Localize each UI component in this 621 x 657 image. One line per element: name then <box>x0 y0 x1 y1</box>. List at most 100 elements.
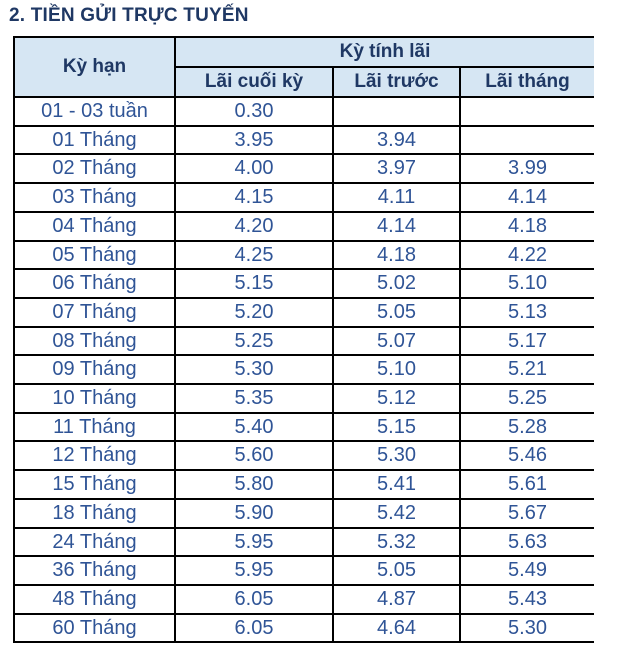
prepaid-rate-cell: 5.02 <box>332 268 461 299</box>
page-title: 2. TIỀN GỬI TRỰC TUYẾN <box>9 5 249 26</box>
monthly-rate-cell: 5.61 <box>458 469 595 500</box>
end-of-term-rate-cell: 5.90 <box>174 497 334 529</box>
monthly-rate-cell <box>458 124 595 156</box>
table-row: 12 Tháng 5.60 5.30 5.46 <box>13 440 595 472</box>
monthly-rate-cell: 5.28 <box>458 411 595 443</box>
prepaid-rate-cell: 5.15 <box>332 411 461 443</box>
term-cell: 06 Tháng <box>13 268 176 299</box>
monthly-column-header: Lãi tháng <box>458 66 595 98</box>
prepaid-rate-cell: 3.97 <box>332 153 461 185</box>
term-cell: 12 Tháng <box>13 440 176 472</box>
table-row: 06 Tháng 5.15 5.02 5.10 <box>13 268 595 299</box>
prepaid-rate-cell: 4.87 <box>332 583 461 615</box>
table-row: 10 Tháng 5.35 5.12 5.25 <box>13 383 595 414</box>
table-row: 11 Tháng 5.40 5.15 5.28 <box>13 411 595 443</box>
end-of-term-rate-cell: 0.30 <box>174 96 334 127</box>
prepaid-rate-cell: 5.10 <box>332 354 461 386</box>
end-of-term-rate-cell: 5.35 <box>174 383 334 414</box>
monthly-rate-cell: 5.49 <box>458 555 595 586</box>
end-of-term-rate-cell: 5.25 <box>174 325 334 357</box>
table-row: 24 Tháng 5.95 5.32 5.63 <box>13 526 595 558</box>
monthly-rate-cell: 3.99 <box>458 153 595 185</box>
term-cell: 01 Tháng <box>13 124 176 156</box>
term-cell: 03 Tháng <box>13 182 176 213</box>
table-row: 60 Tháng 6.05 4.64 5.30 <box>13 612 595 644</box>
monthly-rate-cell: 5.46 <box>458 440 595 472</box>
term-cell: 04 Tháng <box>13 210 176 242</box>
end-of-term-rate-cell: 6.05 <box>174 612 334 644</box>
term-cell: 11 Tháng <box>13 411 176 443</box>
prepaid-rate-cell: 4.64 <box>332 612 461 644</box>
prepaid-rate-cell: 5.41 <box>332 469 461 500</box>
monthly-rate-cell: 5.17 <box>458 325 595 357</box>
monthly-rate-cell: 5.30 <box>458 612 595 644</box>
table-row: 02 Tháng 4.00 3.97 3.99 <box>13 153 595 185</box>
end-of-term-rate-cell: 4.00 <box>174 153 334 185</box>
term-column-header: Kỳ hạn <box>13 36 176 98</box>
prepaid-rate-cell: 4.11 <box>332 182 461 213</box>
end-of-term-rate-cell: 5.15 <box>174 268 334 299</box>
end-of-term-rate-cell: 5.80 <box>174 469 334 500</box>
term-cell: 60 Tháng <box>13 612 176 644</box>
term-cell: 24 Tháng <box>13 526 176 558</box>
table-row: 18 Tháng 5.90 5.42 5.67 <box>13 497 595 529</box>
monthly-rate-cell: 4.14 <box>458 182 595 213</box>
monthly-rate-cell: 5.21 <box>458 354 595 386</box>
table-row: 08 Tháng 5.25 5.07 5.17 <box>13 325 595 357</box>
term-cell: 15 Tháng <box>13 469 176 500</box>
prepaid-rate-cell <box>332 96 461 127</box>
monthly-rate-cell: 5.43 <box>458 583 595 615</box>
interest-rate-table: Kỳ hạn Kỳ tính lãi Lãi cuối kỳ Lãi trước… <box>13 36 595 644</box>
term-cell: 01 - 03 tuần <box>13 96 176 127</box>
table-row: 15 Tháng 5.80 5.41 5.61 <box>13 469 595 500</box>
prepaid-column-header: Lãi trước <box>332 66 461 98</box>
table-row: 48 Tháng 6.05 4.87 5.43 <box>13 583 595 615</box>
end-of-term-rate-cell: 5.40 <box>174 411 334 443</box>
end-of-term-rate-cell: 5.30 <box>174 354 334 386</box>
term-cell: 48 Tháng <box>13 583 176 615</box>
monthly-rate-cell: 5.63 <box>458 526 595 558</box>
term-cell: 18 Tháng <box>13 497 176 529</box>
header-row-sub: Lãi cuối kỳ Lãi trước Lãi tháng <box>14 66 595 98</box>
rate-rows: 01 - 03 tuần 0.30 01 Tháng 3.95 3.94 02 Tháng… <box>13 96 595 644</box>
table-header: Kỳ hạn Kỳ tính lãi Lãi cuối kỳ Lãi trước… <box>13 36 595 98</box>
term-cell: 07 Tháng <box>13 296 176 328</box>
table-row: 07 Tháng 5.20 5.05 5.13 <box>13 296 595 328</box>
term-cell: 09 Tháng <box>13 354 176 386</box>
term-cell: 10 Tháng <box>13 383 176 414</box>
end-of-term-rate-cell: 4.25 <box>174 239 334 271</box>
term-cell: 36 Tháng <box>13 555 176 586</box>
monthly-rate-cell: 4.22 <box>458 239 595 271</box>
prepaid-rate-cell: 5.30 <box>332 440 461 472</box>
prepaid-rate-cell: 5.05 <box>332 296 461 328</box>
table-row: 04 Tháng 4.20 4.14 4.18 <box>13 210 595 242</box>
table-row: 36 Tháng 5.95 5.05 5.49 <box>13 555 595 586</box>
table-row: 01 - 03 tuần 0.30 <box>13 96 595 127</box>
header-row-group: Kỳ hạn Kỳ tính lãi <box>13 36 595 98</box>
end-of-term-rate-cell: 5.60 <box>174 440 334 472</box>
monthly-rate-cell: 5.25 <box>458 383 595 414</box>
prepaid-rate-cell: 4.18 <box>332 239 461 271</box>
term-cell: 05 Tháng <box>13 239 176 271</box>
monthly-rate-cell: 5.13 <box>458 296 595 328</box>
monthly-rate-cell: 5.67 <box>458 497 595 529</box>
prepaid-rate-cell: 3.94 <box>332 124 461 156</box>
term-cell: 02 Tháng <box>13 153 176 185</box>
interest-period-group-header: Kỳ tính lãi <box>173 36 595 68</box>
prepaid-rate-cell: 5.05 <box>332 555 461 586</box>
prepaid-rate-cell: 5.12 <box>332 383 461 414</box>
table-row: 03 Tháng 4.15 4.11 4.14 <box>13 182 595 213</box>
term-cell: 08 Tháng <box>13 325 176 357</box>
monthly-rate-cell: 5.10 <box>458 268 595 299</box>
end-of-term-rate-cell: 4.15 <box>174 182 334 213</box>
end-of-term-rate-cell: 3.95 <box>174 124 334 156</box>
table-row: 09 Tháng 5.30 5.10 5.21 <box>13 354 595 386</box>
table-row: 05 Tháng 4.25 4.18 4.22 <box>13 239 595 271</box>
prepaid-rate-cell: 5.32 <box>332 526 461 558</box>
table-row: 01 Tháng 3.95 3.94 <box>13 124 595 156</box>
end-of-term-rate-cell: 5.20 <box>174 296 334 328</box>
monthly-rate-cell <box>458 96 595 127</box>
end-of-term-rate-cell: 6.05 <box>174 583 334 615</box>
end-of-term-rate-cell: 5.95 <box>174 555 334 586</box>
